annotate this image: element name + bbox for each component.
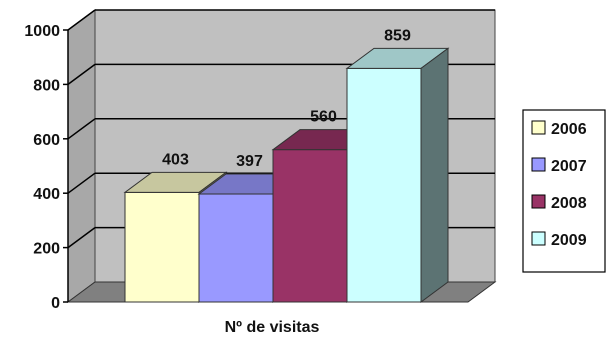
legend-item: 2008 — [531, 194, 587, 212]
bars — [123, 47, 450, 303]
bar-front — [346, 67, 422, 303]
data-label: 403 — [162, 151, 189, 168]
gridline-side — [67, 172, 96, 194]
legend-label: 2007 — [551, 158, 587, 175]
y-tick-label: 0 — [51, 295, 60, 312]
gridline-side — [67, 63, 96, 86]
y-tick-label: 400 — [33, 186, 60, 203]
y-axis: 0 200 400 600 800 1000 — [24, 23, 69, 312]
data-labels: 403 397 560 859 — [162, 27, 411, 170]
legend-swatch — [531, 231, 546, 246]
data-label: 560 — [310, 109, 337, 126]
data-label: 397 — [236, 153, 263, 170]
data-label: 859 — [384, 27, 411, 44]
y-tick-label: 1000 — [24, 23, 60, 40]
legend-swatch — [531, 194, 546, 209]
bar — [345, 47, 450, 303]
legend: 2006 2007 2008 2009 — [522, 109, 606, 273]
legend-label: 2006 — [551, 121, 587, 138]
x-axis-label: Nº de visitas — [225, 319, 320, 336]
y-tick-label: 800 — [33, 77, 60, 94]
legend-item: 2009 — [531, 231, 587, 249]
legend-swatch — [531, 120, 546, 135]
bar-front — [124, 191, 200, 303]
gridline-side — [67, 118, 96, 140]
bar-front — [198, 193, 274, 303]
y-tick-label: 600 — [33, 132, 60, 149]
bar-side — [420, 47, 449, 303]
legend-label: 2008 — [551, 195, 587, 212]
side-wall — [67, 9, 96, 303]
y-tick-label: 200 — [33, 241, 60, 258]
legend-swatch — [531, 157, 546, 172]
legend-item: 2007 — [531, 157, 587, 175]
legend-label: 2009 — [551, 232, 587, 249]
legend-item: 2006 — [531, 120, 587, 138]
bar-front — [272, 149, 348, 303]
gridline-side — [67, 226, 96, 249]
gridline-side — [67, 9, 96, 31]
